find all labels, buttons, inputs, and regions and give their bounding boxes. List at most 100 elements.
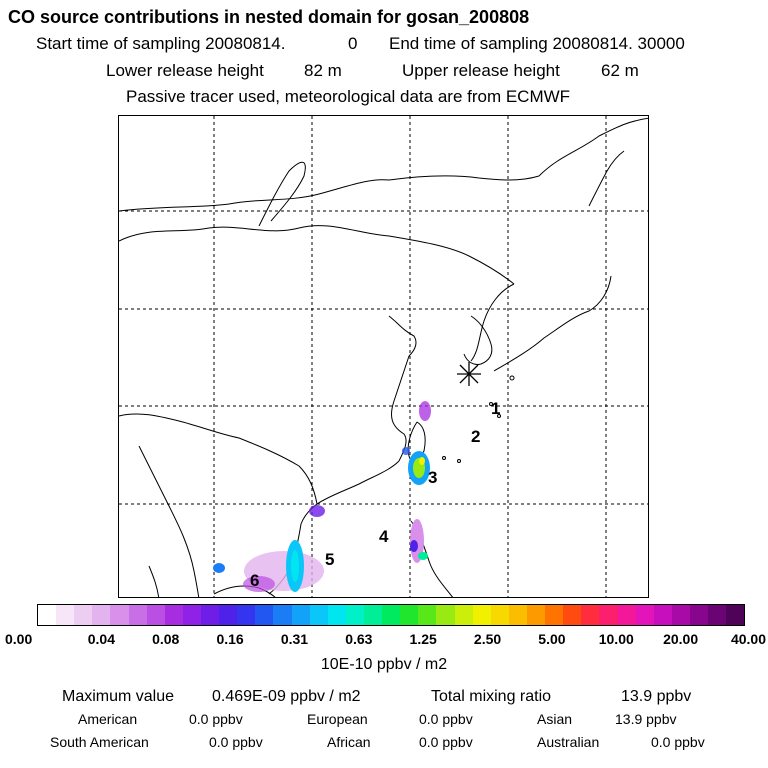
source-label: 6: [250, 571, 259, 590]
colorbar-cell: [581, 605, 600, 625]
asterisk-icon: [457, 362, 481, 386]
colorbar-cell: [291, 605, 310, 625]
upper-height-value: 62 m: [601, 61, 639, 80]
colorbar-cell: [490, 605, 509, 625]
lower-height-label: Lower release height: [106, 61, 264, 80]
colorbar-cell: [400, 605, 419, 625]
upper-height-label: Upper release height: [402, 61, 560, 80]
region-value: 0.0 ppbv: [419, 711, 473, 727]
end-time-label: End time of sampling 20080814. 30000: [389, 34, 685, 53]
colorbar-cell: [146, 605, 165, 625]
plume-region-5-core: [410, 540, 418, 552]
colorbar-cell: [418, 605, 437, 625]
colorbar-cell: [653, 605, 672, 625]
colorbar-tick-label: 40.00: [730, 631, 766, 647]
source-label: 5: [325, 550, 334, 569]
colorbar-cell: [92, 605, 111, 625]
total-mixing-label: Total mixing ratio: [431, 688, 552, 705]
island: [489, 402, 493, 406]
colorbar-cell: [671, 605, 690, 625]
coast-baikal: [258, 161, 306, 227]
colorbar-cell: [563, 605, 582, 625]
source-labels: 1 2 3 4 5 6: [250, 399, 500, 590]
colorbar-tick-label: 0.63: [345, 631, 373, 647]
colorbar-cell: [237, 605, 256, 625]
colorbar-cell: [545, 605, 564, 625]
border-manchuria: [470, 283, 515, 362]
plume-region-5: [410, 519, 424, 563]
start-time-label: Start time of sampling 20080814.: [36, 34, 286, 53]
coast-japan: [493, 275, 612, 372]
colorbar-cell: [345, 605, 364, 625]
plume-region-4: [309, 505, 325, 517]
coast-indochina-west: [138, 445, 200, 597]
colorbar-cell: [110, 605, 129, 625]
total-mixing-value: 13.9 ppbv: [621, 688, 692, 705]
coast-bohai: [388, 315, 417, 357]
plume-region-5-peak: [418, 552, 428, 560]
colorbar-cell: [164, 605, 183, 625]
source-label: 2: [471, 427, 480, 446]
colorbar-cell: [689, 605, 709, 625]
colorbar-cell: [726, 605, 745, 625]
colorbar: [37, 604, 745, 626]
border-mongolia: [119, 225, 515, 285]
colorbar-cell: [56, 605, 75, 625]
colorbar-tick-label: 10.00: [598, 631, 634, 647]
source-label: 3: [428, 468, 437, 487]
colorbar-cell: [436, 605, 455, 625]
colorbar-cell: [219, 605, 238, 625]
colorbar-tick-label: 20.00: [663, 631, 699, 647]
colorbar-cell: [508, 605, 527, 625]
border-north: [119, 175, 540, 212]
region-value: 0.0 ppbv: [651, 734, 705, 750]
colorbar-cell: [128, 605, 147, 625]
colorbar-cell: [526, 605, 546, 625]
colorbar-cell: [74, 605, 93, 625]
colorbar-unit: 10E-10 ppbv / m2: [320, 656, 448, 673]
coast-south-china: [300, 460, 400, 525]
region-name: African: [327, 734, 371, 750]
colorbar-tick-label: 1.25: [409, 631, 437, 647]
plume-region-7: [213, 563, 225, 573]
graticule: [119, 116, 648, 597]
max-value: 0.469E-09 ppbv / m2: [212, 688, 361, 705]
colorbar-cell: [635, 605, 654, 625]
coast-korea: [463, 315, 493, 365]
colorbar-cell: [363, 605, 383, 625]
colorbar-cell: [38, 605, 57, 625]
coast-sakhalin: [588, 150, 625, 207]
colorbar-cell: [617, 605, 636, 625]
region-name: European: [307, 711, 368, 727]
colorbar-cell: [454, 605, 473, 625]
region-value: 0.0 ppbv: [419, 734, 473, 750]
plume-region-3-peak: [419, 457, 425, 465]
lower-height-value: 82 m: [304, 61, 342, 80]
max-value-label: Maximum value: [62, 688, 175, 705]
plume-region-8: [243, 576, 275, 592]
colorbar-cell: [599, 605, 618, 625]
coast-malay: [148, 565, 160, 597]
source-label: 1: [491, 399, 500, 418]
colorbar-tick-label: 0.08: [152, 631, 180, 647]
colorbar-cell: [255, 605, 274, 625]
island: [457, 459, 461, 463]
colorbar-cell: [273, 605, 292, 625]
colorbar-cell: [472, 605, 491, 625]
plume-region-2: [402, 447, 410, 455]
region-value: 13.9 ppbv: [615, 711, 677, 727]
island: [509, 375, 515, 381]
colorbar-tick-label: 0.00: [5, 631, 33, 647]
source-plumes: [213, 401, 431, 592]
colorbar-cell: [327, 605, 346, 625]
coastlines: [119, 117, 648, 597]
region-name: South American: [50, 734, 149, 750]
colorbar-tick-label: 0.04: [87, 631, 115, 647]
region-name: American: [78, 711, 138, 727]
island: [497, 414, 501, 418]
map-title: CO source contributions in nested domain…: [8, 7, 530, 27]
colorbar-cell: [382, 605, 401, 625]
source-label: 4: [379, 527, 389, 546]
plume-region-1: [419, 401, 431, 421]
region-name: Australian: [537, 734, 600, 750]
